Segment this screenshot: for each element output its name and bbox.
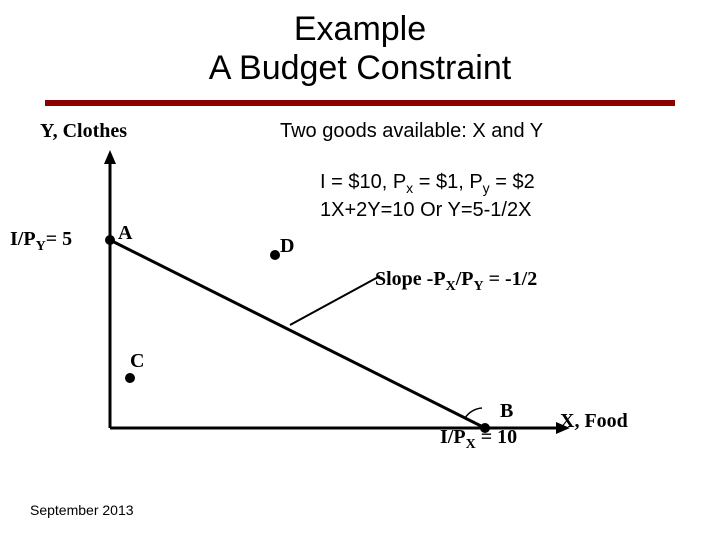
title-line1: Example [294, 10, 426, 48]
y-axis-label: Y, Clothes [40, 120, 127, 143]
x-axis-arrow [556, 422, 570, 434]
point-a [105, 235, 115, 245]
budget-graph [90, 150, 590, 450]
slide-root: Example A Budget Constraint Y, Clothes T… [0, 0, 720, 540]
title-line2: A Budget Constraint [209, 49, 511, 87]
title-underline [45, 100, 675, 106]
angle-arc [465, 408, 482, 418]
slope-pointer [290, 276, 380, 325]
slide-title: Example A Budget Constraint [0, 10, 720, 88]
y-axis-arrow [104, 150, 116, 164]
available-text: Two goods available: X and Y [280, 120, 543, 143]
point-c [125, 373, 135, 383]
footer-date: September 2013 [30, 502, 134, 518]
ipy-label: I/PY= 5 [10, 228, 72, 255]
point-b [480, 423, 490, 433]
point-d [270, 250, 280, 260]
budget-line [110, 240, 485, 428]
